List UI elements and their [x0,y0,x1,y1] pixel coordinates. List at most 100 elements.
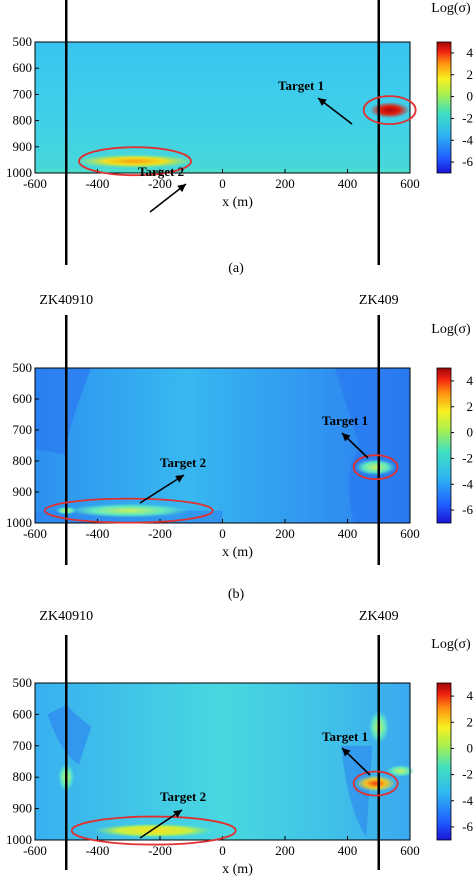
x-tick-label: -200 [148,176,172,191]
colorbar-tick-label: -4 [462,793,473,808]
y-tick-label: 1000 [6,832,32,847]
x-tick-label: -400 [86,526,110,541]
x-tick-label: -600 [23,176,47,191]
target-anomaly [93,823,214,838]
colorbar [436,367,452,524]
target-label: Target 1 [278,78,324,93]
target-anomaly [75,154,195,169]
y-tick-label: 500 [13,675,33,690]
target-ellipse [352,454,399,481]
target-arrowhead [318,98,327,107]
target-ellipse [43,497,214,524]
panel-label: (b) [228,587,245,602]
x-tick-label: 600 [400,176,420,191]
target-label: Target 2 [138,164,184,179]
target-label: Target 1 [322,413,368,428]
target-ellipse [70,815,237,846]
x-tick-label: 400 [338,526,358,541]
colorbar-tick-label: 4 [467,45,474,60]
low-conductivity-zone [341,745,373,837]
target-ellipse [352,770,399,797]
target-anomaly [355,459,396,476]
colorbar-tick-label: 0 [467,425,474,440]
colorbar-tick-label: -2 [462,110,473,125]
target-arrowhead [342,748,351,757]
colorbar-tick-label: -6 [462,502,473,517]
colorbar-tick-label: -6 [462,819,473,834]
y-tick-label: 800 [13,769,33,784]
heatmap-panel-2: -600 -400 -200 0 200 400 600 500 600 700 800 900 100… [6,293,474,602]
x-tick-label: -400 [86,843,110,858]
target-arrowhead [175,475,184,483]
target-ellipse [362,95,417,126]
y-tick-label: 800 [13,113,33,128]
colorbar-tick-label: 4 [467,688,474,703]
colorbar-tick-label: 2 [467,67,474,82]
x-tick-label: -200 [148,526,172,541]
colorbar-tick-label: -2 [462,450,473,465]
y-tick-label: 700 [13,86,33,101]
target-label: Target 1 [322,729,368,744]
low-conductivity-zone [35,368,92,455]
well-name: ZK409 [359,293,399,308]
target-label: Target 2 [160,789,206,804]
heatmap-panel-1: -600 -400 -200 0 200 400 600 500 600 700 800 900 100… [6,0,474,276]
colorbar-title: Log(σ) [431,322,471,337]
colorbar-tick-label: 2 [467,399,474,414]
x-axis-label: x (m) [222,545,253,560]
y-tick-label: 900 [13,484,33,499]
y-tick-label: 600 [13,60,33,75]
x-tick-label: 600 [400,843,420,858]
colorbar-title: Log(σ) [431,1,471,16]
x-tick-label: 200 [275,843,295,858]
colorbar-tick-label: -4 [462,132,473,147]
x-tick-label: 200 [275,176,295,191]
y-tick-label: 500 [13,34,33,49]
colorbar [436,41,452,174]
panel-label: (a) [228,261,244,276]
well-name: ZK409 [359,609,399,624]
x-tick-label: 400 [338,843,358,858]
y-tick-label: 700 [13,738,33,753]
x-axis-label: x (m) [222,862,253,877]
y-tick-label: 800 [13,453,33,468]
target-anomaly [369,102,410,119]
anomaly-spot [386,764,415,777]
y-tick-label: 700 [13,422,33,437]
target-arrow [139,809,183,839]
x-tick-label: -400 [86,176,110,191]
colorbar [436,682,452,841]
x-tick-label: 200 [275,526,295,541]
y-tick-label: 1000 [6,165,32,180]
target-arrowhead [173,810,182,818]
target-anomaly [355,775,396,792]
x-tick-label: -600 [23,526,47,541]
colorbar-tick-label: -2 [462,767,473,782]
x-tick-label: -200 [148,843,172,858]
target-label: Target 2 [160,455,206,470]
low-conductivity-zone [335,368,410,523]
y-tick-label: 500 [13,360,33,375]
y-tick-label: 600 [13,706,33,721]
x-axis-label: x (m) [222,195,253,210]
colorbar-tick-label: 4 [467,373,474,388]
well-name: ZK40910 [39,293,93,308]
target-ellipse [78,146,192,177]
y-tick-label: 600 [13,391,33,406]
x-tick-label: 400 [338,176,358,191]
target-arrow [139,474,185,504]
x-tick-label: 0 [219,843,226,858]
colorbar-tick-label: -6 [462,154,473,169]
well-name: ZK40910 [39,609,93,624]
target-arrowhead [177,184,186,193]
x-tick-label: -600 [23,843,47,858]
x-tick-label: 600 [400,526,420,541]
y-tick-label: 900 [13,139,33,154]
x-tick-label: 0 [219,526,226,541]
y-tick-label: 900 [13,801,33,816]
x-tick-label: 0 [219,176,226,191]
colorbar-tick-label: 0 [467,89,474,104]
colorbar-tick-label: 0 [467,740,474,755]
colorbar-title: Log(σ) [431,637,471,652]
